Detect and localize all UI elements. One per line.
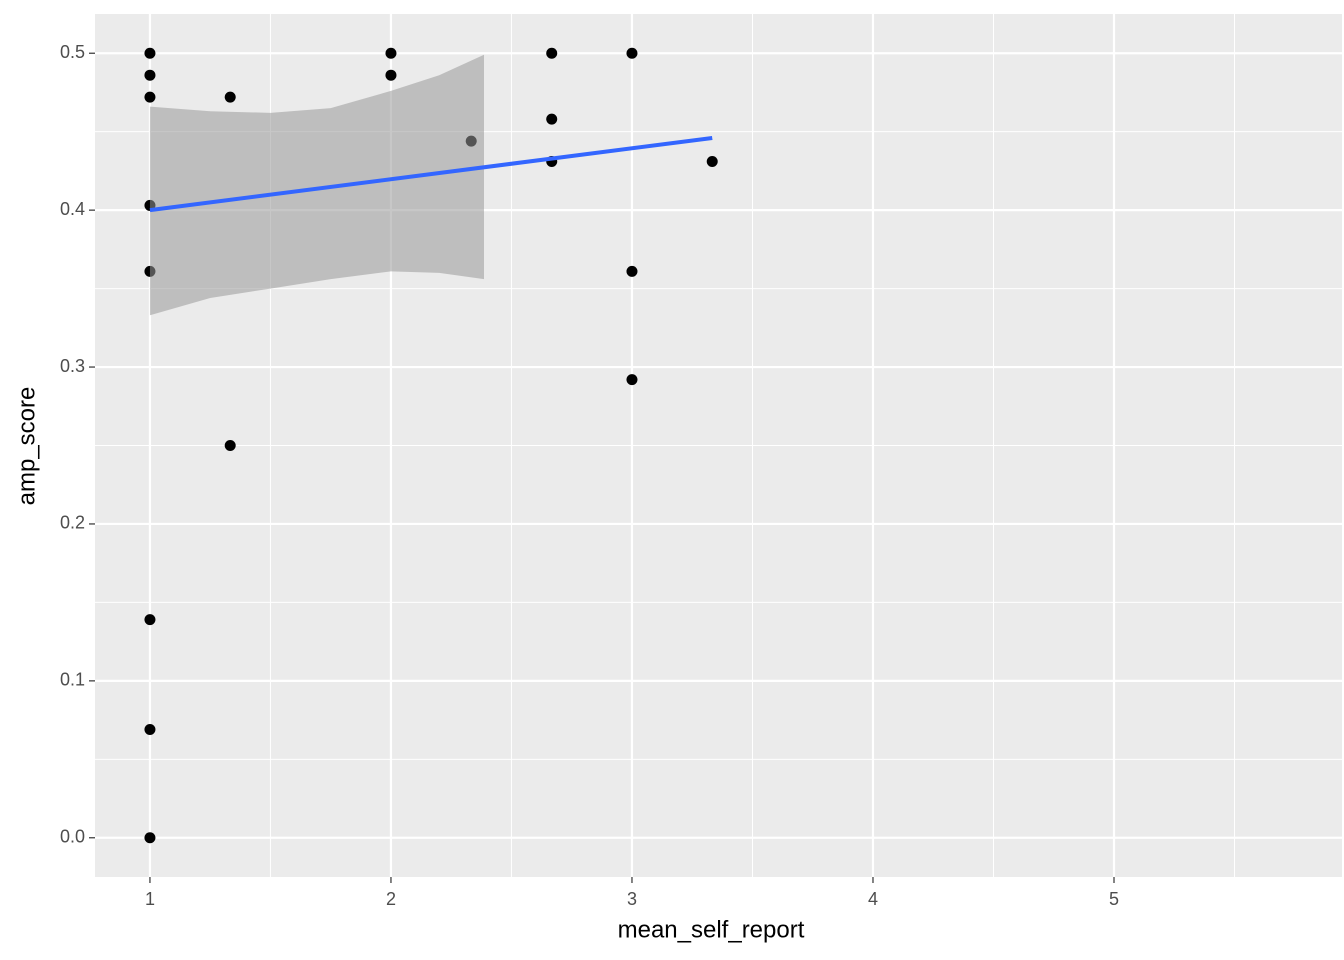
point	[706, 155, 718, 167]
point	[144, 47, 156, 59]
x-tick-label: 4	[868, 889, 878, 909]
y-tick-label: 0.5	[60, 42, 85, 62]
point	[626, 374, 638, 386]
x-axis-title: mean_self_report	[618, 916, 805, 943]
point	[224, 440, 236, 451]
marks	[144, 47, 718, 844]
x-tick-label: 3	[627, 889, 637, 909]
y-tick-label: 0.4	[60, 199, 85, 219]
point	[546, 47, 558, 59]
y-tick-label: 0.1	[60, 670, 85, 690]
point	[144, 91, 156, 103]
point	[224, 91, 236, 103]
y-axis-title: amp_score	[13, 387, 40, 506]
point	[385, 47, 397, 59]
confidence-band	[149, 54, 484, 316]
point	[626, 47, 638, 59]
point	[144, 724, 156, 736]
point	[144, 832, 156, 844]
x-tick-label: 5	[1109, 889, 1119, 909]
y-tick-label: 0.3	[60, 356, 85, 376]
point	[626, 265, 638, 277]
x-tick-label: 1	[145, 889, 155, 909]
point	[546, 113, 558, 125]
point	[144, 614, 156, 626]
point	[385, 69, 397, 81]
fit-line	[149, 135, 713, 213]
point	[144, 69, 156, 81]
y-tick-label: 0.2	[60, 513, 85, 533]
y-tick-label: 0.0	[60, 827, 85, 847]
x-tick-label: 2	[386, 889, 396, 909]
